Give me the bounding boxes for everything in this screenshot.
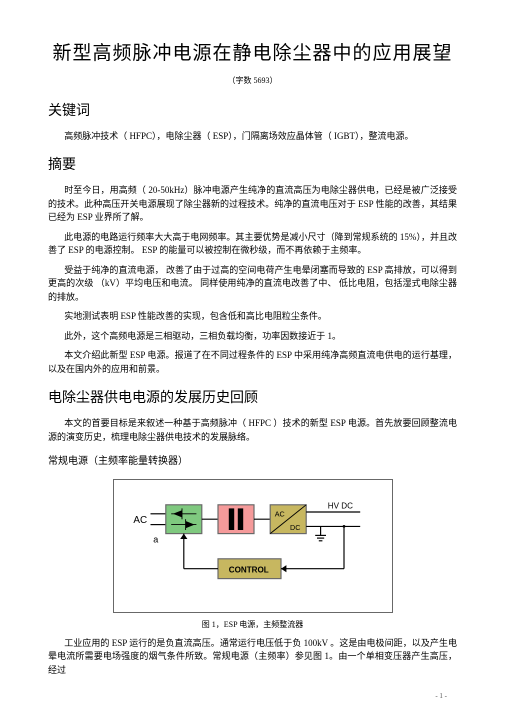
svg-text:HV DC: HV DC: [327, 501, 352, 510]
abstract-p1: 时至今日，用高频（ 20-50kHz）脉冲电源产生纯净的直流高压为电除尘器供电，…: [48, 184, 457, 225]
section-abstract-heading: 摘要: [48, 155, 457, 176]
figure-1-svg: AC a AC DC HV DC CONTROL: [128, 494, 380, 593]
page-number: - 1 -: [48, 691, 457, 702]
svg-text:CONTROL: CONTROL: [228, 565, 268, 574]
history-p1: 本文的首要目标是来叙述一种基于高频脉冲（ HFPC ）技术的新型 ESP 电源。…: [48, 417, 457, 444]
figure-1: AC a AC DC HV DC CONTROL: [113, 479, 393, 613]
afterfig-p1: 工业应用的 ESP 运行的是负直流高压。通常运行电压低于负 100kV 。这是由…: [48, 637, 457, 678]
word-count: （字数 5693）: [48, 75, 457, 87]
section-keywords-heading: 关键词: [48, 101, 457, 122]
section-conventional-heading: 常规电源（主频率能量转换器）: [48, 454, 457, 469]
svg-text:AC: AC: [274, 510, 284, 519]
abstract-p3: 受益于纯净的直流电源， 改善了由于过高的空间电荷产生电晕闭塞而导致的 ESP 高…: [48, 264, 457, 305]
figure-1-caption: 图 1，ESP 电源，主频整流器: [48, 619, 457, 631]
page: 新型高频脉冲电源在静电除尘器中的应用展望 （字数 5693） 关键词 高频脉冲技…: [0, 0, 505, 722]
section-history-heading: 电除尘器供电电源的发展历史回顾: [48, 388, 457, 409]
keywords-text: 高频脉冲技术（ HFPC），电除尘器（ ESP），门隔离场效应晶体管（ IGBT…: [48, 130, 457, 144]
svg-text:AC: AC: [133, 515, 147, 526]
abstract-p5: 此外，这个高频电源是三相驱动，三相负载均衡，功率因数接近于 1。: [48, 330, 457, 344]
abstract-p2: 此电源的电路运行频率大大高于电网频率。其主要优势是减小尺寸（降到常规系统的 15…: [48, 231, 457, 258]
abstract-p6: 本文介绍此新型 ESP 电源。报道了在不同过程条件的 ESP 中采用纯净高频直流…: [48, 349, 457, 376]
abstract-p4: 实地测试表明 ESP 性能改善的实现，包含低和高比电阻粒尘条件。: [48, 310, 457, 324]
doc-title: 新型高频脉冲电源在静电除尘器中的应用展望: [48, 40, 457, 69]
svg-text:DC: DC: [290, 523, 300, 532]
svg-text:a: a: [153, 535, 158, 545]
